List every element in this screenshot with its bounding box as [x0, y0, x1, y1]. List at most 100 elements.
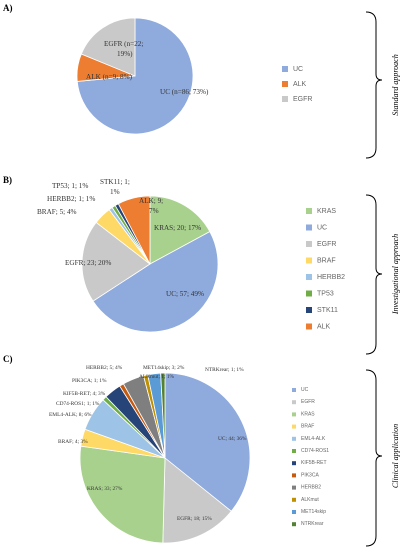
- pie-chart-b: [81, 195, 219, 333]
- legend-swatch-eml4-alk-c: [292, 436, 296, 441]
- panel-label-a: A): [3, 3, 13, 13]
- legend-label-alkmut-c: ALKmut: [301, 497, 319, 503]
- legend-swatch-stk11-b: [306, 307, 312, 313]
- slice-label-braf-c: BRAF; 4; 3%: [58, 439, 88, 445]
- legend-label-egfr-b: EGFR: [317, 241, 336, 248]
- legend-swatch-uc-b: [306, 224, 312, 231]
- legend-swatch-herbb2-b: [306, 274, 312, 280]
- slice-label-uc-b: UC; 57; 49%: [166, 290, 204, 298]
- legend-label-herbb2-c: HERBB2: [301, 485, 321, 491]
- legend-c: UC EGFR KRAS BRAF EML4-ALK CD74-ROS1 KIF5B-RET…: [292, 387, 329, 527]
- labels-b: STK11; 1; 1% TP53; 1; 1% HERBB2; 1; 1% B…: [37, 178, 204, 298]
- legend-label-braf-b: BRAF: [317, 258, 336, 265]
- legend-label-braf-c: BRAF: [301, 424, 314, 430]
- pie-slice-alk-b: [117, 195, 151, 265]
- brace-a: [365, 11, 383, 159]
- side-title-a: Standard approach: [391, 54, 400, 115]
- slice-label-eml4-alk-c: EML4-ALK; 8; 6%: [49, 412, 92, 418]
- slice-label-egfr-a-line1: EGFR (n=22;: [104, 40, 143, 48]
- legend-swatch-herbb2-c: [292, 485, 296, 490]
- brace-b: [365, 194, 383, 355]
- slice-label-tp53-b: TP53; 1; 1%: [52, 182, 88, 190]
- slice-label-alk-b-line2: 7%: [149, 207, 159, 215]
- legend-swatch-alk-a: [282, 81, 288, 87]
- pie-slice-egfr-a: [80, 17, 136, 77]
- legend-label-kras-c: KRAS: [301, 411, 315, 417]
- slice-label-pik3ca-c: PIK3CA; 1; 1%: [72, 378, 107, 384]
- brace-c: [365, 369, 383, 547]
- side-title-b: Investigational approach: [391, 234, 400, 315]
- legend-swatch-tp53-b: [306, 290, 312, 297]
- pie-slice-uc-b: [92, 231, 219, 333]
- legend-swatch-kras-b: [306, 208, 312, 214]
- pie-slice-kras-c: [79, 445, 166, 544]
- legend-swatch-braf-c: [292, 424, 296, 429]
- pie-chart-a: [76, 17, 194, 135]
- legend-label-met14skip-c: MET14skip: [301, 509, 326, 515]
- labels-c: HERBB2; 5; 4% MET14skip; 3; 2% NTRKrear;…: [49, 365, 247, 522]
- slice-label-stk11-b-line2: 1%: [110, 188, 120, 196]
- pie-slice-kras-b: [149, 195, 211, 265]
- legend-label-egfr-a: EGFR: [293, 96, 312, 103]
- legend-label-uc-a: UC: [293, 66, 303, 73]
- slice-label-uc-a: UC (n=86; 73%): [160, 88, 209, 96]
- legend-swatch-kras-c: [292, 412, 296, 417]
- legend-label-egfr-c: EGFR: [301, 399, 315, 405]
- legend-label-eml4-alk-c: EML4-ALK: [301, 436, 326, 442]
- pie-slice-uc-c: [164, 372, 251, 512]
- slice-label-herbb2-c: HERBB2; 5; 4%: [86, 365, 123, 371]
- slice-label-egfr-b: EGFR; 23; 20%: [65, 259, 111, 267]
- legend-swatch-alk-b: [306, 323, 312, 330]
- legend-label-uc-b: UC: [317, 225, 327, 232]
- slice-label-met14skip-c: MET14skip; 3; 2%: [143, 365, 185, 371]
- legend-swatch-cd74-ros1-c: [292, 449, 296, 453]
- slice-label-kras-c: KRAS; 33; 27%: [87, 486, 123, 492]
- slice-label-uc-c: UC; 44; 36%: [218, 436, 247, 442]
- legend-label-stk11-b: STK11: [317, 307, 338, 314]
- legend-label-kif5b-ret-c: KIF5B-RET: [301, 460, 327, 466]
- slice-label-alk-b-line1: ALK; 9;: [139, 197, 163, 205]
- legend-swatch-braf-b: [306, 257, 312, 264]
- legend-swatch-uc-c: [292, 388, 296, 392]
- slice-label-egfr-a-line2: 19%): [117, 50, 133, 58]
- legend-label-uc-c: UC: [301, 387, 309, 393]
- pie-slice-egfr-b: [81, 221, 151, 302]
- slice-label-braf-b: BRAF; 5; 4%: [37, 208, 77, 216]
- labels-a: EGFR (n=22; 19%) ALK (n=9; 8%) UC (n=86;…: [86, 40, 209, 96]
- legend-swatch-ntrkrear-c: [292, 522, 296, 527]
- legend-label-alk-b: ALK: [317, 324, 331, 331]
- panel-label-b: B): [3, 175, 12, 185]
- legend-b: KRAS UC EGFR BRAF HERBB2 TP53 STK11 ALK: [306, 208, 345, 331]
- legend-swatch-alkmut-c: [292, 497, 296, 502]
- legend-swatch-uc-a: [282, 66, 288, 72]
- legend-swatch-met14skip-c: [292, 510, 296, 514]
- slice-label-cd74-ros1-c: CD74-ROS1; 1; 1%: [56, 401, 100, 407]
- legend-label-herbb2-b: HERBB2: [317, 274, 345, 281]
- legend-swatch-kif5b-ret-c: [292, 461, 296, 466]
- slice-label-alk-a: ALK (n=9; 8%): [86, 73, 133, 81]
- slice-label-egfr-c: EGFR; 18; 15%: [177, 516, 212, 522]
- legend-label-tp53-b: TP53: [317, 291, 334, 298]
- legend-swatch-egfr-b: [306, 241, 312, 247]
- slice-label-herbb2-b: HERBB2; 1; 1%: [47, 195, 95, 203]
- pie-slice-ntrkrear-c: [160, 372, 166, 459]
- slice-label-alkmut-c: ALKmut; 1; 1%: [139, 374, 175, 380]
- pie-chart-c: [79, 372, 251, 544]
- pie-slice-egfr-c: [162, 457, 232, 544]
- panel-label-c: C): [3, 354, 13, 364]
- slice-label-ntrkrear-c: NTRKrear; 1; 1%: [205, 367, 244, 373]
- legend-label-ntrkrear-c: NTRKrear: [301, 521, 324, 527]
- legend-label-pik3ca-c: PIK3CA: [301, 472, 319, 478]
- legend-label-cd74-ros1-c: CD74-ROS1: [301, 448, 329, 454]
- slice-label-stk11-b-line1: STK11; 1;: [100, 178, 130, 186]
- legend-swatch-egfr-c: [292, 400, 296, 405]
- legend-swatch-egfr-a: [282, 96, 288, 102]
- legend-swatch-pik3ca-c: [292, 473, 296, 478]
- side-title-c: Clinical application: [391, 424, 400, 488]
- legend-label-alk-a: ALK: [293, 81, 307, 88]
- slice-label-kif5b-ret-c: KIF5B-RET; 4; 3%: [63, 391, 106, 397]
- slice-label-kras-b: KRAS; 20; 17%: [154, 224, 201, 232]
- legend-a: UC ALK EGFR: [282, 66, 312, 103]
- legend-label-kras-b: KRAS: [317, 208, 336, 215]
